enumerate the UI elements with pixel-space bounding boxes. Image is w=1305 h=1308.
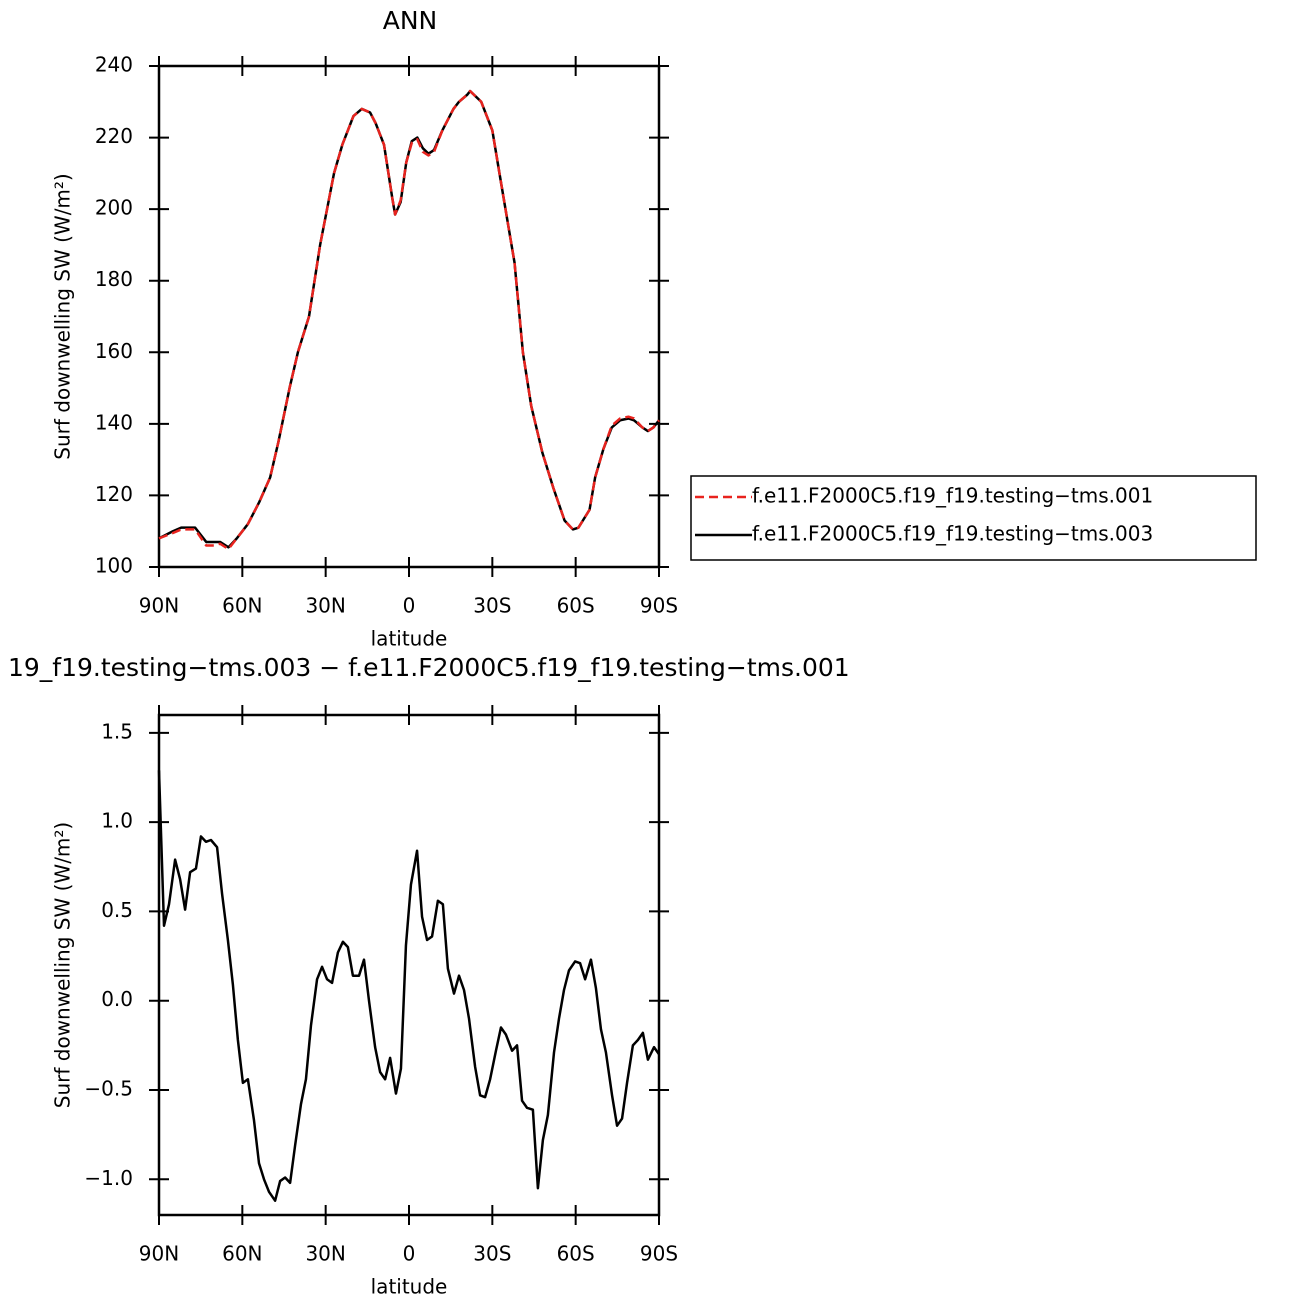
plot-frame — [157, 64, 661, 569]
x-tick-label: 90N — [139, 1242, 179, 1266]
x-tick-label: 30S — [473, 1242, 511, 1266]
y-tick-label: 1.5 — [101, 719, 133, 743]
data-line — [158, 89, 660, 549]
y-axis-label: Surf downwelling SW (W/m²) — [51, 173, 75, 459]
x-tick-label: 90S — [640, 594, 678, 618]
y-tick-label: 200 — [95, 196, 133, 220]
x-tick-label: 60S — [557, 1242, 595, 1266]
chart-title: ANN — [383, 6, 438, 35]
plot-frame — [157, 713, 661, 1217]
y-tick-label: 1.0 — [101, 809, 133, 833]
y-tick-label: 0.5 — [101, 898, 133, 922]
legend-label: f.e11.F2000C5.f19_f19.testing−tms.003 — [752, 522, 1153, 546]
y-tick-label: 120 — [95, 482, 133, 506]
data-line — [158, 89, 660, 551]
chart-title: 19_f19.testing−tms.003 − f.e11.F2000C5.f… — [8, 653, 850, 682]
y-tick-label: 100 — [95, 554, 133, 578]
x-tick-label: 0 — [403, 1242, 416, 1266]
x-tick-label: 30S — [473, 594, 511, 618]
x-tick-label: 30N — [305, 594, 345, 618]
y-tick-label: 0.0 — [101, 987, 133, 1011]
x-tick-label: 0 — [403, 594, 416, 618]
x-tick-label: 60N — [222, 1242, 262, 1266]
y-tick-label: 160 — [95, 339, 133, 363]
x-tick-label: 30N — [305, 1242, 345, 1266]
y-tick-label: −0.5 — [84, 1077, 133, 1101]
legend-frame — [690, 475, 1257, 561]
y-tick-label: −1.0 — [84, 1166, 133, 1190]
x-tick-label: 60S — [557, 594, 595, 618]
y-tick-label: 140 — [95, 410, 133, 434]
y-tick-label: 180 — [95, 267, 133, 291]
x-tick-label: 60N — [222, 594, 262, 618]
x-axis-label: latitude — [371, 627, 448, 651]
y-tick-label: 220 — [95, 124, 133, 148]
x-axis-label: latitude — [371, 1275, 448, 1299]
x-tick-label: 90N — [139, 594, 179, 618]
legend-label: f.e11.F2000C5.f19_f19.testing−tms.001 — [752, 484, 1153, 508]
y-axis-label: Surf downwelling SW (W/m²) — [51, 822, 75, 1108]
y-tick-label: 240 — [95, 53, 133, 77]
data-line — [157, 770, 661, 1202]
x-tick-label: 90S — [640, 1242, 678, 1266]
